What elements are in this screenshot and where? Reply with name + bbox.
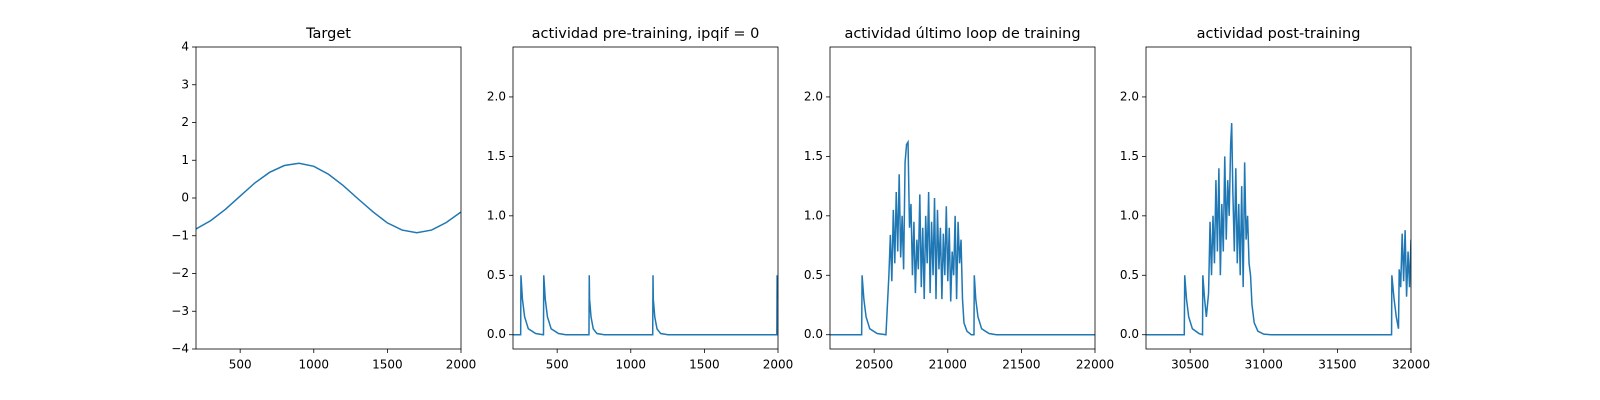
axes-frame xyxy=(1145,46,1412,350)
x-tick-label: 22000 xyxy=(1076,358,1114,372)
y-tick-label: 0.0 xyxy=(1120,327,1139,341)
axes-frame xyxy=(512,46,779,350)
data-line xyxy=(830,139,1095,336)
y-tick-label: 0.0 xyxy=(804,327,823,341)
x-tick-label: 1000 xyxy=(616,358,647,372)
y-tick-label: 1.0 xyxy=(804,208,823,222)
plot-area xyxy=(513,275,778,336)
y-tick-label: 2.0 xyxy=(1120,89,1139,103)
subplot-title: actividad último loop de training xyxy=(844,26,1080,42)
x-tick-label: 500 xyxy=(546,358,569,372)
subplot-title: actividad post-training xyxy=(1197,26,1361,42)
y-tick-label: 0.0 xyxy=(487,327,506,341)
subplot-title: actividad pre-training, ipqif = 0 xyxy=(532,26,760,42)
subplot-title: Target xyxy=(305,26,351,42)
y-tick-label: 4 xyxy=(181,40,189,54)
y-tick-label: 3 xyxy=(181,77,189,91)
x-tick-label: 31500 xyxy=(1318,358,1356,372)
y-tick-label: 0.5 xyxy=(1120,268,1139,282)
x-tick-label: 2000 xyxy=(763,358,794,372)
plot-area xyxy=(830,139,1095,336)
y-tick-label: 0.5 xyxy=(487,268,506,282)
y-tick-label: 1.0 xyxy=(1120,208,1139,222)
y-tick-label: 1.5 xyxy=(487,149,506,163)
y-tick-label: 2.0 xyxy=(487,89,506,103)
plot-area xyxy=(1146,123,1411,336)
y-tick-label: 0.5 xyxy=(804,268,823,282)
x-tick-label: 1000 xyxy=(299,358,330,372)
y-tick-label: 2 xyxy=(181,115,189,129)
y-tick-label: 0 xyxy=(181,191,189,205)
x-tick-label: 21500 xyxy=(1002,358,1040,372)
y-tick-label: −2 xyxy=(171,266,189,280)
y-tick-label: 1.5 xyxy=(1120,149,1139,163)
plot-area xyxy=(196,162,461,234)
axes-frame xyxy=(829,46,1096,350)
x-tick-label: 500 xyxy=(229,358,252,372)
y-tick-label: 1 xyxy=(181,153,189,167)
x-tick-label: 2000 xyxy=(446,358,477,372)
x-tick-label: 21000 xyxy=(929,358,967,372)
y-tick-label: −1 xyxy=(171,228,189,242)
x-tick-label: 30500 xyxy=(1171,358,1209,372)
y-tick-label: 1.0 xyxy=(487,208,506,222)
data-line xyxy=(196,162,461,234)
x-tick-label: 1500 xyxy=(372,358,403,372)
y-tick-label: 1.5 xyxy=(804,149,823,163)
x-tick-label: 32000 xyxy=(1392,358,1430,372)
data-line xyxy=(1146,123,1411,336)
data-line xyxy=(513,275,778,336)
y-tick-label: 2.0 xyxy=(804,89,823,103)
x-tick-label: 31000 xyxy=(1245,358,1283,372)
x-tick-label: 20500 xyxy=(855,358,893,372)
y-tick-label: −3 xyxy=(171,304,189,318)
y-tick-label: −4 xyxy=(171,342,189,356)
x-tick-label: 1500 xyxy=(689,358,720,372)
